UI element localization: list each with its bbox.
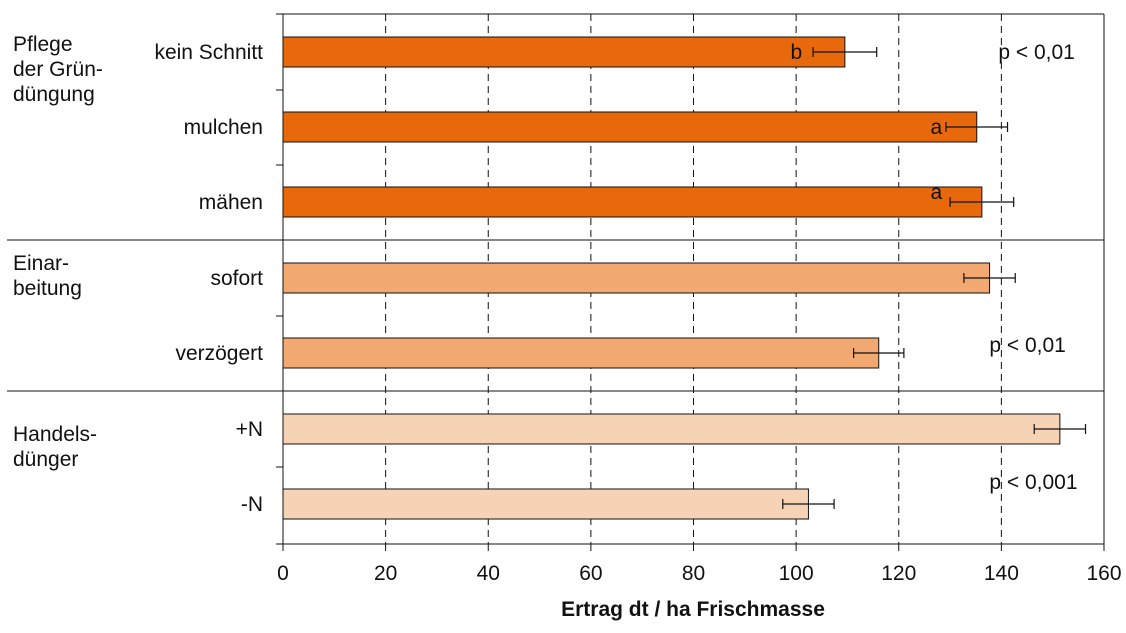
significance-letter: a xyxy=(931,181,943,204)
category-label: +N xyxy=(236,418,263,441)
x-tick-label: 140 xyxy=(984,562,1019,585)
category-label: mulchen xyxy=(184,116,263,139)
p-value-label: p < 0,01 xyxy=(998,41,1074,64)
x-tick-label: 160 xyxy=(1086,562,1121,585)
group-label: Handels-dünger xyxy=(13,423,97,471)
category-label: mähen xyxy=(199,191,263,214)
p-value-label: p < 0,001 xyxy=(989,471,1077,494)
x-axis-title: Ertrag dt / ha Frischmasse xyxy=(561,598,825,621)
category-label: verzögert xyxy=(175,342,263,365)
group-label: Pflege der Grün-düngung xyxy=(13,33,103,106)
category-label: -N xyxy=(241,493,263,516)
bar xyxy=(282,337,880,369)
x-tick-label: 0 xyxy=(277,562,289,585)
group-label-line: Handels- xyxy=(13,423,97,446)
x-tick-label: 20 xyxy=(374,562,397,585)
bar xyxy=(282,488,809,520)
category-label: kein Schnitt xyxy=(154,41,263,64)
text-layer: 0 20 40 60 80 100 120 140 160 Pflege der Grün-düng… xyxy=(13,33,1122,585)
group-label-line: düngung xyxy=(13,83,95,106)
x-tick-label: 80 xyxy=(682,562,705,585)
category-label: sofort xyxy=(210,267,263,290)
x-tick-label: 60 xyxy=(579,562,602,585)
group-label-line: beitung xyxy=(13,277,82,300)
group-label-line: Einar- xyxy=(13,252,69,275)
x-tick-label: 120 xyxy=(881,562,916,585)
axes-layer xyxy=(7,13,1105,551)
group-label: Einar-beitung xyxy=(13,252,82,300)
significance-letter: a xyxy=(931,116,943,139)
x-tick-label: 100 xyxy=(779,562,814,585)
significance-letter: b xyxy=(791,41,803,64)
x-tick-label: 40 xyxy=(477,562,500,585)
group-label-line: der Grün- xyxy=(13,58,103,81)
group-label-line: Pflege xyxy=(13,33,73,56)
bar xyxy=(282,413,1061,445)
p-value-label: p < 0,01 xyxy=(989,334,1065,357)
bar xyxy=(282,111,978,143)
group-label-line: dünger xyxy=(13,448,78,471)
bars-layer xyxy=(282,36,1087,520)
bar xyxy=(282,36,846,68)
bar xyxy=(282,262,991,294)
bar xyxy=(282,186,983,218)
